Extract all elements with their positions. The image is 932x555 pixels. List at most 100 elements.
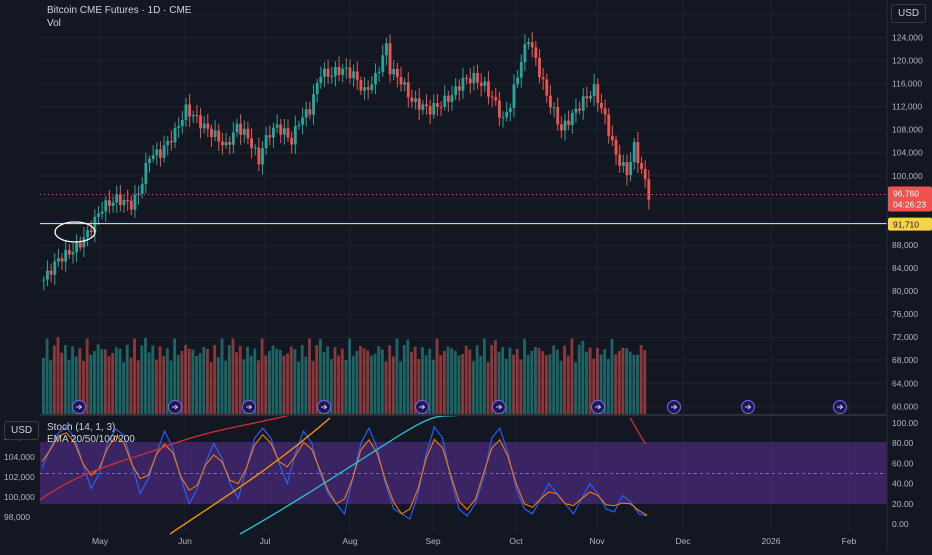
candle-body <box>272 127 275 138</box>
volume-bar <box>322 352 326 415</box>
volume-bar <box>340 348 344 415</box>
volume-bar <box>235 352 239 415</box>
candle-body <box>264 135 268 149</box>
candle-body <box>206 123 210 129</box>
volume-bar <box>603 349 607 415</box>
price-tick-label: 112,000 <box>892 102 922 112</box>
candlestick-series <box>40 31 887 290</box>
volume-bar <box>176 355 180 415</box>
volume-bar <box>71 346 75 415</box>
volume-bar <box>501 347 505 415</box>
volume-bar <box>548 354 552 415</box>
price-tick-label: 108,000 <box>892 125 923 135</box>
volume-bar <box>231 338 235 415</box>
volume-bar <box>362 348 366 415</box>
candle-body <box>162 145 166 158</box>
volume-bar <box>82 361 85 415</box>
volume-bar <box>187 348 191 415</box>
time-tick-label: Aug <box>342 536 357 546</box>
volume-bar <box>380 349 384 415</box>
volume-bar <box>552 345 556 415</box>
ema-tick-label: 104,000 <box>4 452 35 462</box>
candle-body <box>166 140 170 146</box>
ema-line-red <box>39 414 291 501</box>
volume-bar <box>45 338 49 415</box>
candle-body <box>548 95 552 108</box>
volume-bar <box>278 350 282 415</box>
candle-body <box>556 107 560 125</box>
candle-body <box>589 96 592 99</box>
annotation-ellipse[interactable] <box>54 221 96 243</box>
volume-bar <box>169 360 173 415</box>
price-tick-label: 64,000 <box>892 378 918 388</box>
volume-bar <box>523 338 526 415</box>
candle-body <box>319 76 323 84</box>
volume-bar <box>410 351 413 415</box>
volume-bar <box>311 361 315 415</box>
arrow-icon <box>671 404 678 410</box>
candle-body <box>425 104 428 107</box>
volume-bar <box>165 348 169 415</box>
candle-body <box>180 119 184 127</box>
candle-body <box>384 43 388 56</box>
candle-body <box>505 112 509 118</box>
candle-body <box>446 95 450 102</box>
price-tick-label: 76,000 <box>892 309 918 319</box>
volume-bar <box>592 358 596 415</box>
last-price-label: 96,760 <box>893 188 919 198</box>
volume-bar <box>636 354 639 415</box>
candle-body <box>581 96 585 111</box>
volume-bar <box>122 362 126 415</box>
volume-bar <box>78 348 82 415</box>
candle-body <box>508 107 512 113</box>
candle-body <box>381 55 385 72</box>
candle-body <box>315 83 319 95</box>
volume-bar <box>581 340 585 415</box>
candle-body <box>399 77 403 85</box>
volume-bar <box>366 350 370 415</box>
candle-body <box>421 104 425 110</box>
candle-body <box>494 97 498 101</box>
volume-bar <box>333 347 337 415</box>
volume-bar <box>355 350 359 415</box>
candle-body <box>126 200 130 202</box>
candle-body <box>483 81 487 86</box>
candle-body <box>621 162 625 166</box>
candle-body <box>625 162 629 176</box>
volume-bar <box>577 344 581 415</box>
arrow-icon <box>246 404 253 410</box>
candle-body <box>97 213 100 217</box>
volume-bar <box>519 359 523 415</box>
arrow-icon <box>172 404 179 410</box>
candle-body <box>46 270 49 280</box>
candle-body <box>268 135 272 138</box>
candle-body <box>578 108 581 111</box>
price-tick-label: 88,000 <box>892 240 918 250</box>
candle-body <box>632 142 636 163</box>
candle-body <box>629 162 633 176</box>
candle-body <box>89 230 93 233</box>
candle-body <box>122 200 126 206</box>
candle-body <box>56 258 60 262</box>
candle-body <box>432 103 436 115</box>
candle-body <box>188 104 192 117</box>
hline-price-badge <box>888 217 932 231</box>
last-price-badge <box>888 186 932 212</box>
volume-bar <box>286 353 290 415</box>
volume-bar <box>643 350 647 415</box>
candle-body <box>512 84 516 108</box>
volume-bar <box>271 345 275 415</box>
candle-body <box>538 57 541 78</box>
candle-body <box>443 95 447 107</box>
candle-body <box>100 211 104 214</box>
stoch-band <box>40 442 887 504</box>
candle-body <box>501 117 505 119</box>
volume-bar <box>537 348 541 415</box>
candle-body <box>366 87 370 90</box>
candle-body <box>450 95 454 102</box>
lower-currency-button[interactable]: USD <box>4 421 40 440</box>
candle-body <box>104 200 108 212</box>
volume-bar <box>599 354 603 415</box>
currency-button[interactable]: USD <box>891 4 927 23</box>
